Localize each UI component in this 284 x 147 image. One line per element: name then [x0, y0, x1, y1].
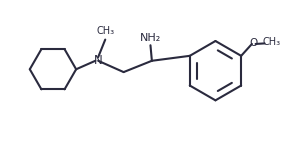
Text: CH₃: CH₃ [263, 37, 281, 47]
Text: NH₂: NH₂ [140, 33, 161, 43]
Text: CH₃: CH₃ [97, 26, 115, 36]
Text: N: N [94, 54, 103, 67]
Text: O: O [249, 37, 258, 48]
